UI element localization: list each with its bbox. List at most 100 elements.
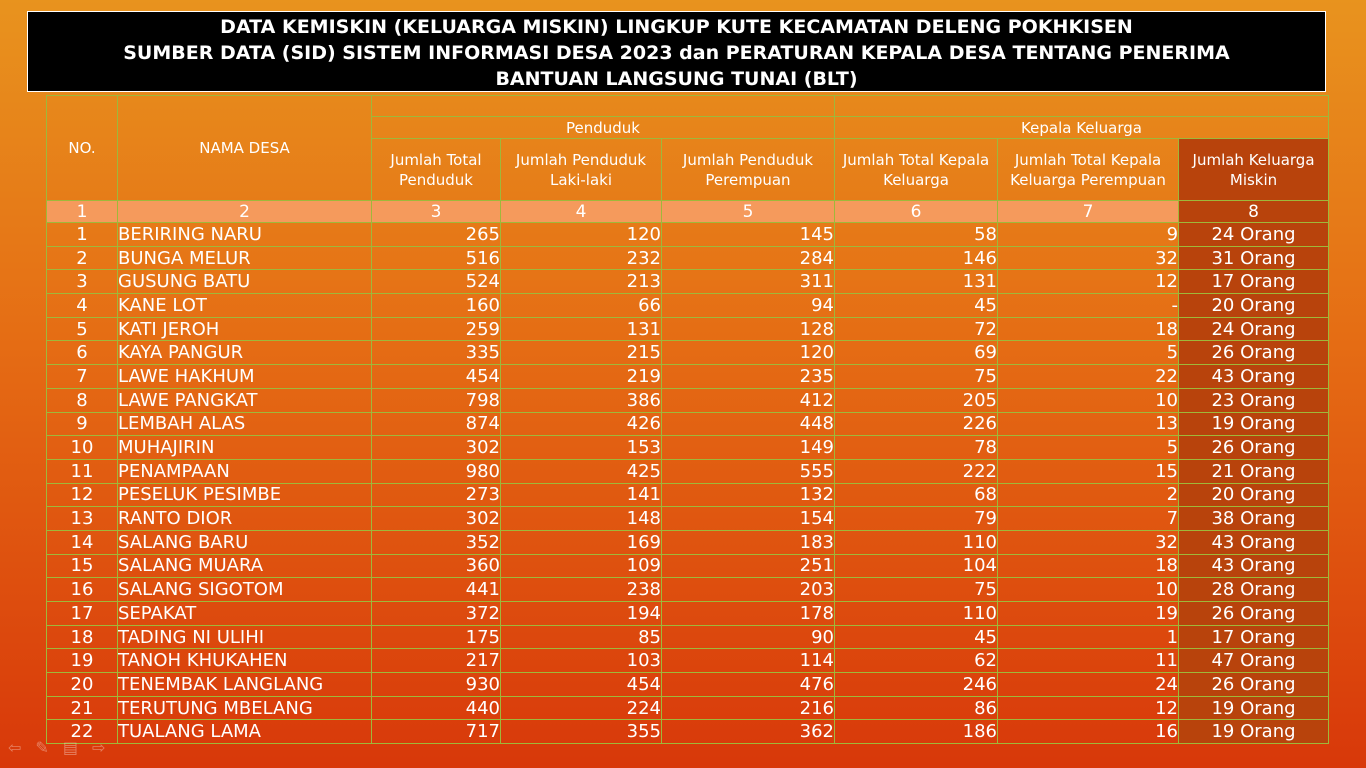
total-kk-cell: 146 (834, 245, 999, 271)
jumlah-laki-cell: 238 (500, 577, 662, 602)
desa-name-cell: KANE LOT (117, 293, 372, 318)
row-number-cell: 5 (46, 316, 118, 342)
row-number-cell: 21 (46, 695, 118, 721)
total-penduduk-cell: 524 (371, 269, 501, 295)
desa-name-cell: MUHAJIRIN (117, 435, 372, 460)
jumlah-miskin-cell: 17 Orang (1178, 269, 1330, 295)
pen-icon[interactable]: ✎ (35, 738, 49, 757)
table-row: 2 BUNGA MELUR 516 232 284 146 32 31 Orang (46, 245, 1330, 271)
jumlah-laki-cell: 103 (500, 648, 662, 674)
jumlah-perempuan-cell: 448 (660, 411, 836, 437)
row-number-cell: 14 (46, 529, 118, 555)
jumlah-perempuan-cell: 412 (660, 387, 836, 413)
slide-nav-controls: ⇦ ✎ ▤ ⇨ (8, 738, 105, 757)
total-kk-cell: 110 (834, 601, 999, 626)
kk-perempuan-cell: 24 (997, 672, 1180, 697)
kk-perempuan-cell: 12 (997, 695, 1180, 721)
jumlah-perempuan-cell: 235 (660, 364, 836, 389)
jumlah-miskin-cell: 28 Orang (1178, 577, 1330, 602)
jumlah-miskin-cell: 20 Orang (1178, 293, 1330, 318)
jumlah-miskin-cell: 19 Orang (1178, 695, 1330, 721)
jumlah-laki-cell: 66 (500, 293, 662, 318)
column-number: 8 (1178, 200, 1330, 223)
jumlah-laki-cell: 148 (500, 506, 662, 531)
table-row: 4 KANE LOT 160 66 94 45-20 Orang (46, 293, 1330, 318)
row-number-cell: 7 (46, 364, 118, 389)
row-number-cell: 15 (46, 553, 118, 579)
jumlah-perempuan-cell: 94 (660, 293, 836, 318)
table-row: 1 BERIRING NARU 265 120 145 58 9 24 Orang (46, 222, 1330, 247)
jumlah-miskin-cell: 23 Orang (1178, 387, 1330, 413)
kk-perempuan-cell: - (997, 293, 1180, 318)
total-penduduk-cell: 175 (371, 624, 501, 650)
table-row: 5 KATI JEROH 259 131 128 72 18 24 Orang (46, 316, 1330, 342)
total-kk-cell: 72 (834, 316, 999, 342)
total-kk-cell: 186 (834, 719, 999, 745)
jumlah-perempuan-cell: 145 (660, 222, 836, 247)
desa-name-cell: TERUTUNG MBELANG (117, 695, 372, 721)
desa-name-cell: TANOH KHUKAHEN (117, 648, 372, 674)
desa-name-cell: KAYA PANGUR (117, 340, 372, 366)
jumlah-miskin-cell: 26 Orang (1178, 601, 1330, 626)
jumlah-miskin-cell: 19 Orang (1178, 411, 1330, 437)
kk-perempuan-cell: 2 (997, 482, 1180, 508)
row-number-cell: 1 (46, 222, 118, 247)
jumlah-laki-cell: 153 (500, 435, 662, 460)
jumlah-laki-cell: 169 (500, 529, 662, 555)
row-number-cell: 19 (46, 648, 118, 674)
header-jumlah-kk-perempuan: Jumlah Total Kepala Keluarga Perempuan (997, 138, 1180, 201)
kk-perempuan-cell: 18 (997, 553, 1180, 579)
desa-name-cell: LEMBAH ALAS (117, 411, 372, 437)
desa-name-cell: GUSUNG BATU (117, 269, 372, 295)
table-row: 16 SALANG SIGOTOM 441 238 203 75 10 28 Orang (46, 577, 1330, 602)
kk-perempuan-cell: 19 (997, 601, 1180, 626)
back-arrow-icon[interactable]: ⇦ (8, 738, 22, 757)
jumlah-laki-cell: 215 (500, 340, 662, 366)
desa-name-cell: KATI JEROH (117, 316, 372, 342)
kk-perempuan-cell: 15 (997, 458, 1180, 484)
jumlah-perempuan-cell: 476 (660, 672, 836, 697)
jumlah-perempuan-cell: 251 (660, 553, 836, 579)
row-number-cell: 17 (46, 601, 118, 626)
desa-name-cell: TADING NI ULIHI (117, 624, 372, 650)
kk-perempuan-cell: 7 (997, 506, 1180, 531)
total-penduduk-cell: 302 (371, 506, 501, 531)
jumlah-perempuan-cell: 216 (660, 695, 836, 721)
jumlah-laki-cell: 213 (500, 269, 662, 295)
total-kk-cell: 78 (834, 435, 999, 460)
jumlah-miskin-cell: 19 Orang (1178, 719, 1330, 745)
total-penduduk-cell: 372 (371, 601, 501, 626)
kk-perempuan-cell: 1 (997, 624, 1180, 650)
title-line-2: SUMBER DATA (SID) SISTEM INFORMASI DESA … (123, 42, 1230, 64)
header-kepala-keluarga: Kepala Keluarga (834, 116, 1330, 139)
jumlah-perempuan-cell: 128 (660, 316, 836, 342)
table-row: 8 LAWE PANGKAT 798 386 412 205 10 23 Orang (46, 387, 1330, 413)
header-spacer-kk (834, 95, 1330, 117)
kk-perempuan-cell: 5 (997, 340, 1180, 366)
column-number-row: 1 2 3 4 5 6 7 8 (46, 200, 1330, 223)
total-kk-cell: 58 (834, 222, 999, 247)
title-line-3: BANTUAN LANGSUNG TUNAI (BLT) (495, 68, 858, 90)
total-penduduk-cell: 441 (371, 577, 501, 602)
jumlah-miskin-cell: 43 Orang (1178, 553, 1330, 579)
jumlah-laki-cell: 386 (500, 387, 662, 413)
total-penduduk-cell: 874 (371, 411, 501, 437)
header-spacer-penduduk (370, 95, 836, 117)
jumlah-perempuan-cell: 362 (660, 719, 836, 745)
total-kk-cell: 226 (834, 411, 999, 437)
jumlah-laki-cell: 85 (500, 624, 662, 650)
kk-perempuan-cell: 13 (997, 411, 1180, 437)
table-row: 18 TADING NI ULIHI 175 85 90 45 1 17 Orang (46, 624, 1330, 650)
desa-name-cell: SALANG BARU (117, 529, 372, 555)
kk-perempuan-cell: 10 (997, 577, 1180, 602)
total-kk-cell: 246 (834, 672, 999, 697)
total-kk-cell: 104 (834, 553, 999, 579)
jumlah-laki-cell: 109 (500, 553, 662, 579)
jumlah-perempuan-cell: 114 (660, 648, 836, 674)
jumlah-miskin-cell: 20 Orang (1178, 482, 1330, 508)
total-kk-cell: 86 (834, 695, 999, 721)
forward-arrow-icon[interactable]: ⇨ (91, 738, 106, 757)
menu-icon[interactable]: ▤ (62, 738, 78, 757)
header-jumlah-total-kk: Jumlah Total Kepala Keluarga (834, 138, 999, 201)
jumlah-miskin-cell: 43 Orang (1178, 529, 1330, 555)
